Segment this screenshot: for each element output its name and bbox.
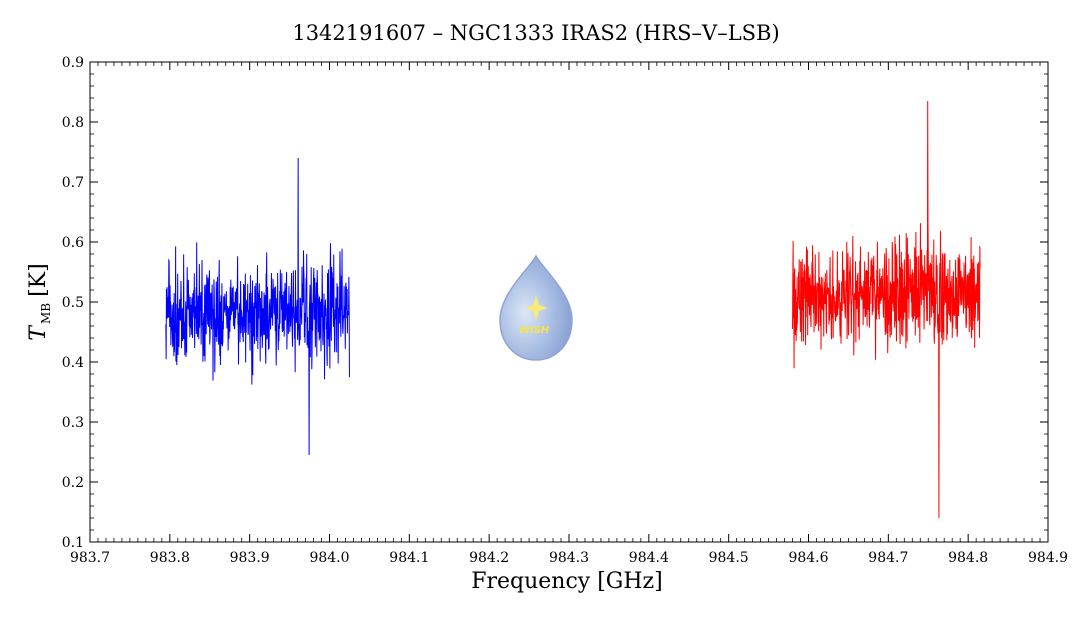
chart-title: 1342191607 – NGC1333 IRAS2 (HRS–V–LSB): [292, 21, 779, 45]
x-axis-ticks: 983.7 983.8 983.9 984.0 984.1 984.2 984.3 984.4…: [70, 62, 1068, 566]
y-tick-label: 0.9: [62, 55, 84, 71]
y-tick-label: 0.1: [62, 535, 84, 551]
x-axis-label: Frequency [GHz]: [471, 569, 663, 594]
star-icon: [524, 295, 548, 321]
x-tick-label: 984.2: [469, 550, 509, 566]
x-tick-label: 984.6: [788, 550, 828, 566]
x-tick-label: 984.0: [309, 550, 349, 566]
svg-text:TMB[K]: TMB [K]: [26, 263, 53, 340]
y-axis-label-unit: [K]: [26, 263, 51, 297]
x-tick-label: 984.3: [549, 550, 589, 566]
x-tick-label: 984.7: [868, 550, 908, 566]
wish-label: WISH: [519, 325, 550, 336]
y-tick-label: 0.8: [62, 115, 84, 131]
spectrum-series: [165, 100, 981, 519]
x-tick-label: 983.7: [70, 550, 110, 566]
wish-logo: WISH: [499, 254, 573, 361]
x-tick-label: 984.1: [389, 550, 429, 566]
y-axis-label: TMB [K]: [26, 263, 53, 340]
y-tick-label: 0.7: [62, 175, 84, 191]
y-tick-label: 0.4: [62, 355, 84, 371]
y-tick-label: 0.6: [62, 235, 84, 251]
x-tick-label: 984.5: [709, 550, 749, 566]
x-tick-label: 984.8: [948, 550, 988, 566]
y-axis-label-subscript: MB: [39, 303, 53, 324]
y-axis-ticks: 0.1 0.2 0.3 0.4 0.5 0.6 0.7 0.8 0.9: [62, 55, 1048, 551]
x-tick-label: 984.4: [629, 550, 669, 566]
y-tick-label: 0.3: [62, 415, 84, 431]
x-tick-label: 983.8: [150, 550, 190, 566]
y-tick-label: 0.5: [62, 295, 84, 311]
y-axis-label-symbol: T: [26, 324, 51, 341]
spectrum-line-blue: [165, 157, 350, 456]
y-tick-label: 0.2: [62, 475, 84, 491]
x-tick-label: 983.9: [230, 550, 270, 566]
spectrum-line-red: [792, 100, 981, 519]
x-tick-label: 984.9: [1028, 550, 1068, 566]
